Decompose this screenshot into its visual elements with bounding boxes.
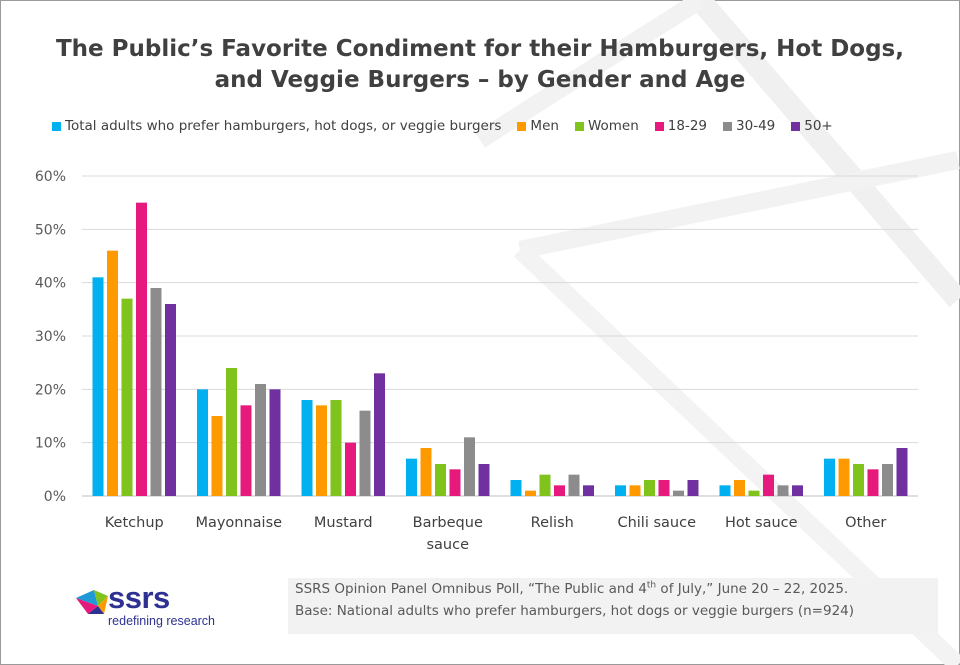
bar — [374, 373, 385, 496]
legend-swatch — [574, 121, 584, 131]
bar — [824, 458, 835, 496]
bar — [240, 405, 252, 496]
bar — [121, 298, 133, 496]
legend-item: 18-29 — [654, 118, 708, 134]
legend-label: 18-29 — [667, 118, 708, 134]
bar — [583, 485, 594, 496]
chart-title-line-2: and Veggie Burgers – by Gender and Age — [214, 67, 746, 93]
ssrs-logo: ssrs redefining research — [72, 580, 232, 634]
x-tick-label: sauce — [426, 537, 469, 553]
bar — [554, 485, 565, 496]
chart-title: The Public’s Favorite Condiment for thei… — [0, 34, 960, 96]
bar — [777, 485, 789, 496]
bar — [330, 400, 342, 496]
legend-label: Women — [587, 118, 639, 134]
bar — [478, 464, 490, 496]
bar — [197, 389, 208, 496]
bar — [568, 474, 580, 496]
bar — [150, 288, 162, 496]
bar — [406, 458, 417, 496]
bar — [763, 474, 774, 496]
bar — [165, 304, 176, 496]
bar — [269, 389, 281, 496]
y-tick-label: 30% — [35, 329, 66, 345]
bar — [734, 480, 745, 496]
bar — [792, 485, 803, 496]
legend-label: Total adults who prefer hamburgers, hot … — [65, 118, 502, 134]
bar — [838, 458, 850, 496]
x-tick-label: Hot sauce — [725, 515, 798, 531]
bar — [301, 400, 313, 496]
legend-swatch — [791, 121, 801, 131]
bar — [345, 442, 356, 496]
y-tick-label: 60% — [35, 169, 66, 185]
source-note: SSRS Opinion Panel Omnibus Poll, “The Pu… — [288, 578, 938, 634]
logo-mark-icon — [76, 590, 108, 614]
source-line-1: SSRS Opinion Panel Omnibus Poll, “The Pu… — [295, 580, 849, 597]
bar — [687, 480, 699, 496]
legend-item: Men — [517, 118, 559, 134]
bar — [658, 480, 670, 496]
bar — [449, 469, 461, 496]
bar — [316, 405, 327, 496]
bar — [107, 250, 118, 496]
bar — [644, 480, 655, 496]
y-tick-label: 20% — [35, 382, 66, 398]
y-tick-label: 10% — [35, 436, 66, 452]
logo-wordmark: ssrs — [108, 580, 170, 615]
bar — [92, 277, 104, 496]
bar — [525, 490, 536, 496]
bar — [673, 490, 684, 496]
x-tick-label: Mustard — [314, 515, 373, 531]
x-tick-label: Ketchup — [105, 515, 164, 531]
bar — [435, 464, 446, 496]
legend-swatch — [723, 121, 733, 131]
source-line-2: Base: National adults who prefer hamburg… — [295, 603, 855, 619]
bar — [853, 464, 864, 496]
x-tick-label: Chili sauce — [617, 515, 696, 531]
bar — [211, 416, 223, 496]
bar — [867, 469, 879, 496]
x-tick-label: Other — [845, 515, 886, 531]
bar — [882, 464, 893, 496]
bar — [719, 485, 731, 496]
legend-swatch — [52, 121, 61, 131]
bar — [136, 202, 147, 496]
legend-item: Women — [574, 118, 639, 134]
bar — [464, 437, 475, 496]
legend-item: 30-49 — [723, 118, 775, 134]
bar — [510, 480, 522, 496]
bar — [255, 384, 266, 496]
bar — [539, 474, 551, 496]
legend-swatch — [517, 121, 527, 131]
x-tick-label: Barbeque — [413, 515, 483, 531]
legend-item: 50+ — [791, 118, 833, 134]
logo-tagline: redefining research — [108, 614, 216, 628]
bar — [420, 448, 432, 496]
bar — [226, 368, 237, 496]
chart-legend: Total adults who prefer hamburgers, hot … — [52, 116, 849, 136]
bar — [615, 485, 626, 496]
bar — [359, 410, 371, 496]
bar — [896, 448, 908, 496]
legend-label: 30-49 — [736, 118, 776, 134]
x-tick-label: Relish — [531, 515, 574, 531]
chart-title-line-1: The Public’s Favorite Condiment for thei… — [55, 36, 904, 62]
legend-item: Total adults who prefer hamburgers, hot … — [52, 118, 501, 134]
y-tick-label: 0% — [44, 489, 66, 505]
legend-swatch — [654, 121, 664, 131]
bar — [748, 490, 760, 496]
y-tick-label: 40% — [35, 276, 66, 292]
bar — [629, 485, 641, 496]
x-tick-label: Mayonnaise — [195, 515, 282, 531]
y-tick-label: 50% — [35, 222, 66, 238]
legend-label: 50+ — [804, 118, 833, 134]
legend-label: Men — [530, 118, 559, 134]
